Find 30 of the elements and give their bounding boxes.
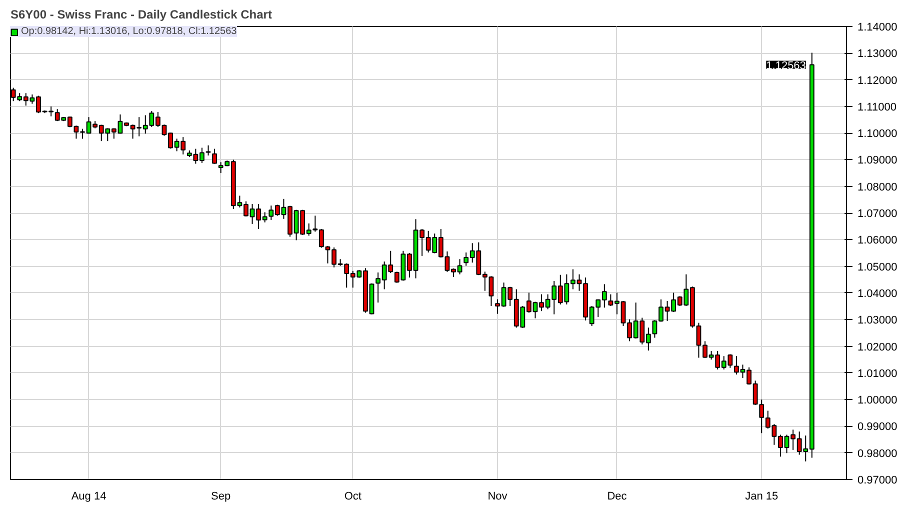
x-tick-label: Nov xyxy=(488,490,508,502)
y-tick-label: 1.09000 xyxy=(858,154,898,167)
y-tick-label: 1.10000 xyxy=(858,128,898,140)
y-tick-label: 1.01000 xyxy=(858,368,898,380)
x-tick-label: Aug 14 xyxy=(71,490,106,502)
y-tick-label: 1.06000 xyxy=(858,234,898,247)
candlestick xyxy=(206,144,211,156)
y-tick-label: 1.12000 xyxy=(858,74,898,87)
y-tick-label: 1.08000 xyxy=(858,181,898,194)
y-tick-label: 0.97000 xyxy=(858,474,898,486)
y-tick-label: 1.03000 xyxy=(858,314,898,327)
y-tick-label: 1.11000 xyxy=(858,101,896,114)
legend-label: Op:0.98142, Hi:1.13016, Lo:0.97818, Cl:1.12563 xyxy=(21,26,237,37)
candlestick xyxy=(212,148,217,164)
y-tick-label: 1.00000 xyxy=(858,394,898,407)
x-tick-label: Sep xyxy=(211,490,231,502)
x-tick-label: Jan 15 xyxy=(745,490,778,502)
x-tick-label: Oct xyxy=(344,490,362,502)
y-tick-label: 1.14000 xyxy=(858,22,898,34)
annotation: 1.12563 xyxy=(766,60,806,72)
y-tick-label: 1.07000 xyxy=(858,208,898,220)
y-tick-label: 1.13000 xyxy=(858,48,898,60)
candlestick xyxy=(759,399,764,434)
y-tick-label: 0.98000 xyxy=(858,448,898,460)
x-tick-label: Dec xyxy=(607,490,628,502)
y-tick-label: 1.02000 xyxy=(858,341,898,354)
y-tick-label: 0.99000 xyxy=(858,421,898,434)
y-tick-label: 1.05000 xyxy=(858,261,898,274)
y-tick-label: 1.04000 xyxy=(858,288,898,300)
chart-title: S6Y00 - Swiss Franc - Daily Candlestick Chart xyxy=(10,8,272,22)
